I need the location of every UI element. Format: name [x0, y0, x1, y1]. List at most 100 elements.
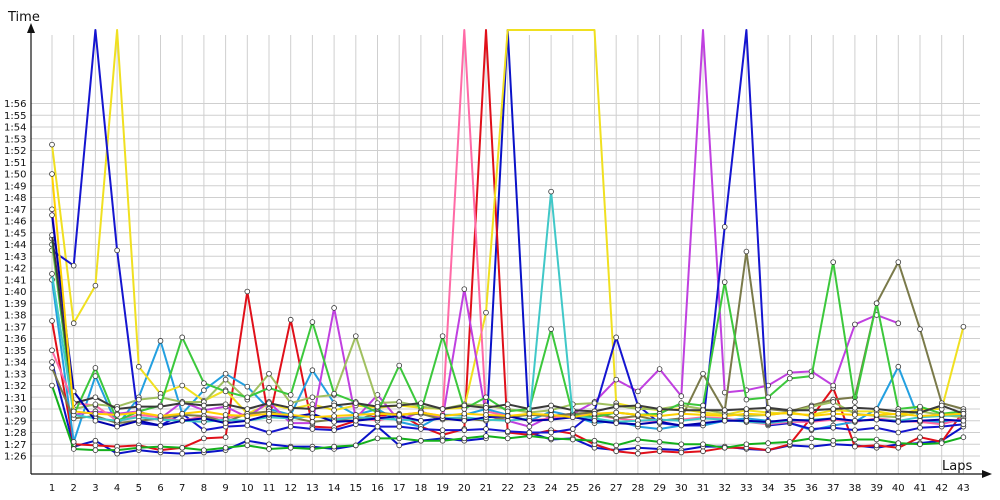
data-point: [765, 394, 771, 401]
data-point: [287, 405, 294, 411]
data-point: [635, 444, 641, 451]
x-tick-label: 38: [849, 483, 862, 494]
y-tick-label: 1:41: [4, 275, 26, 286]
series-lines: [49, 29, 967, 457]
data-point: [808, 417, 815, 424]
data-point: [830, 424, 836, 431]
y-tick-label: 1:53: [4, 134, 26, 145]
data-point: [613, 403, 619, 410]
data-point: [483, 405, 489, 411]
data-point: [852, 321, 858, 328]
data-point: [765, 405, 771, 411]
data-point: [635, 450, 641, 457]
data-point: [418, 417, 424, 424]
data-point: [309, 401, 316, 408]
data-point: [526, 417, 533, 424]
data-point: [222, 412, 229, 418]
data-point: [70, 262, 77, 269]
data-point: [656, 426, 663, 432]
x-tick-label: 21: [480, 483, 493, 494]
x-tick-label: 9: [222, 483, 228, 494]
data-point: [331, 305, 337, 311]
x-tick-label: 24: [545, 483, 558, 494]
data-point: [114, 447, 120, 453]
data-point: [114, 412, 120, 418]
series-line: [51, 29, 899, 428]
data-point: [483, 433, 489, 439]
data-point: [613, 448, 619, 455]
data-point: [114, 247, 120, 254]
data-point: [873, 416, 880, 423]
x-tick-label: 17: [393, 483, 406, 494]
x-tick-label: 37: [827, 483, 840, 494]
data-point: [287, 400, 294, 406]
data-point: [548, 326, 554, 332]
x-tick-label: 30: [675, 483, 688, 494]
data-point: [548, 412, 554, 418]
data-point: [352, 412, 359, 418]
data-point: [548, 435, 554, 442]
data-point: [938, 412, 945, 418]
data-point: [591, 410, 598, 417]
data-point: [49, 359, 55, 365]
y-tick-label: 1:28: [4, 428, 26, 439]
data-point: [179, 444, 186, 451]
x-tick-label: 29: [653, 483, 666, 494]
data-point: [678, 449, 685, 456]
data-point: [591, 400, 598, 406]
data-point: [873, 424, 880, 431]
data-point: [179, 450, 186, 457]
data-point: [700, 407, 706, 413]
data-point: [548, 416, 554, 423]
data-point: [635, 421, 641, 428]
data-point: [504, 413, 511, 419]
data-point: [439, 333, 446, 339]
data-point: [287, 316, 294, 323]
x-tick-label: 20: [458, 483, 471, 494]
x-tick-label: 6: [157, 483, 163, 494]
data-point: [331, 427, 337, 433]
data-point: [439, 432, 446, 438]
data-point: [678, 441, 685, 448]
data-point: [852, 443, 858, 450]
y-tick-label: 1:52: [4, 146, 26, 157]
data-point: [895, 444, 902, 451]
data-point: [504, 417, 511, 424]
data-point: [157, 443, 164, 450]
data-point: [331, 419, 337, 425]
data-point: [613, 442, 619, 449]
data-point: [114, 417, 120, 424]
data-point: [852, 417, 858, 424]
x-tick-label: 43: [957, 483, 970, 494]
data-point: [201, 402, 207, 409]
data-point: [635, 436, 641, 443]
data-point: [569, 414, 576, 421]
data-point: [201, 447, 207, 453]
data-point: [873, 442, 880, 449]
x-tick-label: 42: [935, 483, 948, 494]
data-point: [309, 394, 316, 401]
data-point: [721, 224, 728, 230]
data-point: [92, 282, 99, 289]
data-point: [201, 435, 207, 442]
data-point: [136, 396, 142, 403]
data-point: [244, 413, 251, 419]
data-point: [157, 413, 164, 419]
data-point: [678, 393, 685, 399]
data-point: [179, 410, 186, 417]
x-tick-label: 41: [914, 483, 927, 494]
x-tick-label: 26: [588, 483, 601, 494]
data-point: [743, 417, 750, 424]
data-point: [700, 420, 706, 426]
data-point: [938, 440, 945, 446]
data-point: [49, 365, 55, 371]
data-point: [92, 410, 99, 417]
data-point: [49, 206, 55, 213]
data-point: [352, 400, 359, 406]
data-point: [418, 400, 424, 406]
x-axis-title: Laps: [942, 459, 972, 474]
data-point: [114, 406, 120, 412]
y-tick-label: 1:35: [4, 346, 26, 357]
data-point: [49, 318, 55, 324]
